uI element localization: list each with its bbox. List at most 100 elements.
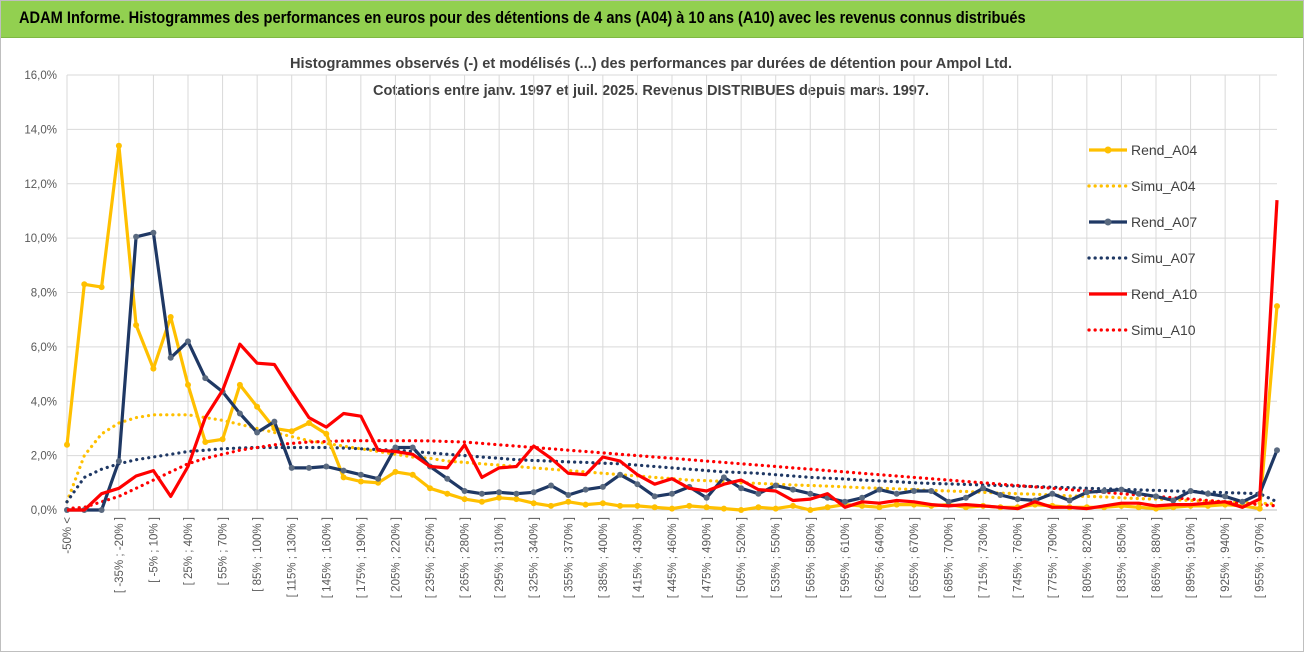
rend-a07-point bbox=[496, 489, 503, 496]
rend-a04-point bbox=[1256, 505, 1263, 512]
rend-a07-point bbox=[911, 488, 917, 494]
rend-a07-point bbox=[357, 471, 364, 478]
rend-a04-point bbox=[565, 498, 572, 505]
y-axis: 0,0% 2,0% 4,0% 6,0% 8,0% 10,0% 12,0% 14,0% 16,0% bbox=[24, 70, 57, 517]
rend-a07-point bbox=[150, 229, 157, 236]
legend-rend-a07-label: Rend_A07 bbox=[1131, 214, 1197, 230]
y-tick-label: 16,0% bbox=[24, 70, 57, 82]
x-tick-label: [ 925% ; 940% ] bbox=[1220, 517, 1232, 598]
rend-a04-point bbox=[150, 365, 157, 372]
x-tick-label: [ 805% ; 820% ] bbox=[1082, 517, 1094, 598]
x-tick-label: [ 475% ; 490% ] bbox=[702, 517, 714, 598]
rend-a04-point bbox=[790, 502, 796, 509]
rend-a04-point bbox=[513, 496, 520, 503]
rend-a04-point bbox=[617, 502, 624, 509]
rend-a07-point bbox=[738, 485, 745, 492]
rend-a07-point bbox=[876, 486, 883, 493]
rend-a07-point bbox=[478, 490, 485, 497]
rend-a07-point bbox=[167, 354, 174, 361]
x-tick-label: [ 415% ; 430% ] bbox=[632, 517, 644, 598]
x-tick-label: [ 775% ; 790% ] bbox=[1047, 517, 1059, 598]
x-tick-label: [ 595% ; 610% ] bbox=[840, 517, 852, 598]
legend-rend-a07-marker bbox=[1104, 218, 1112, 226]
rend-a04-point bbox=[599, 500, 606, 507]
rend-a07-point bbox=[323, 463, 330, 470]
legend-rend-a04-marker bbox=[1104, 146, 1112, 154]
rend-a07-point bbox=[185, 338, 191, 345]
y-tick-label: 6,0% bbox=[31, 342, 57, 354]
x-tick-label: [ 745% ; 760% ] bbox=[1013, 517, 1025, 598]
x-tick-label: [ 685% ; 700% ] bbox=[944, 517, 956, 598]
rend-a07-point bbox=[980, 485, 987, 492]
rend-a07-point bbox=[1204, 490, 1211, 497]
simu-a07-line bbox=[65, 445, 1279, 504]
rend-a07-point bbox=[306, 464, 312, 471]
x-tick-label: -50% < bbox=[62, 517, 74, 554]
rend-a07-point bbox=[271, 418, 278, 425]
y-tick-label: 10,0% bbox=[24, 233, 57, 245]
x-tick-label: [ 295% ; 310% ] bbox=[494, 517, 506, 598]
rend-a04-point bbox=[185, 381, 191, 388]
y-tick-label: 12,0% bbox=[24, 179, 57, 191]
rend-a07-point bbox=[669, 490, 675, 497]
rend-a07-point bbox=[962, 494, 969, 501]
x-tick-label: [ -5% ; 10% ] bbox=[148, 517, 160, 583]
rend-a07-point bbox=[841, 498, 848, 505]
rend-a04-point bbox=[357, 478, 364, 485]
y-tick-label: 0,0% bbox=[31, 505, 57, 517]
rend-a07-point bbox=[928, 488, 935, 494]
y-tick-label: 4,0% bbox=[31, 396, 57, 408]
rend-a04-point bbox=[738, 507, 745, 513]
x-tick-label: [ 205% ; 220% ] bbox=[390, 517, 402, 598]
x-tick-label: [ 235% ; 250% ] bbox=[425, 517, 437, 598]
rend-a07-point bbox=[254, 429, 261, 436]
rend-a07-point bbox=[133, 233, 140, 240]
rend-a04-point bbox=[496, 494, 503, 501]
rend-a04-point bbox=[375, 479, 382, 486]
x-tick-label: [ 115% ; 130% ] bbox=[287, 517, 299, 597]
rend-a07-point bbox=[1222, 493, 1229, 500]
legend-rend-a10-label: Rend_A10 bbox=[1131, 286, 1197, 302]
rend-a04-point bbox=[288, 428, 295, 435]
rend-a04-point bbox=[669, 505, 675, 512]
rend-a07-point bbox=[703, 494, 710, 501]
rend-a04-point bbox=[548, 502, 554, 509]
rend-a04-point bbox=[98, 284, 105, 291]
rend-a04-point bbox=[755, 504, 762, 511]
rend-a04-point bbox=[772, 505, 779, 512]
rend-a07-point bbox=[236, 410, 243, 417]
rend-a07-point bbox=[392, 444, 399, 451]
rend-a07-point bbox=[1274, 447, 1280, 454]
x-tick-label: [ 955% ; 970% ] bbox=[1255, 517, 1267, 598]
x-tick-label: [ 535% ; 550% ] bbox=[771, 517, 783, 598]
x-tick-label: [ 445% ; 460% ] bbox=[667, 517, 679, 598]
rend-a07-point bbox=[720, 474, 727, 481]
rend-a04-point bbox=[254, 403, 261, 410]
rend-a07-point bbox=[565, 492, 572, 498]
rend-a07-point bbox=[1083, 489, 1090, 496]
chart: Histogrammes observés (-) et modélisés (… bbox=[24, 56, 1280, 598]
rend-a07-point bbox=[115, 458, 122, 465]
x-tick-label: [ 625% ; 640% ] bbox=[874, 517, 886, 598]
y-tick-label: 14,0% bbox=[24, 124, 57, 136]
x-tick-label: [ 55% ; 70% ] bbox=[218, 517, 230, 585]
rend-a07-point bbox=[444, 475, 451, 482]
rend-a04-point bbox=[1274, 303, 1280, 310]
rend-a07-point bbox=[1170, 497, 1177, 504]
rend-a04-point bbox=[686, 502, 693, 509]
simu-a10-line bbox=[65, 439, 1279, 511]
rend-a07-point bbox=[997, 492, 1004, 498]
rend-a04-point bbox=[530, 500, 537, 507]
banner-title: ADAM Informe. Histogrammes des performan… bbox=[19, 8, 1026, 27]
rend-a04-point bbox=[427, 485, 433, 492]
x-tick-label: [ 175% ; 190% ] bbox=[356, 517, 368, 598]
banner: ADAM Informe. Histogrammes des performan… bbox=[1, 1, 1303, 38]
x-tick-label: [ 565% ; 580% ] bbox=[805, 517, 817, 598]
rend-a04-point bbox=[64, 441, 70, 448]
rend-a07-point bbox=[945, 498, 952, 505]
rend-a07-point bbox=[375, 475, 382, 482]
rend-a07-point bbox=[582, 486, 589, 493]
legend-simu-a04-label: Simu_A04 bbox=[1131, 178, 1196, 194]
rend-a04-point bbox=[824, 504, 831, 511]
